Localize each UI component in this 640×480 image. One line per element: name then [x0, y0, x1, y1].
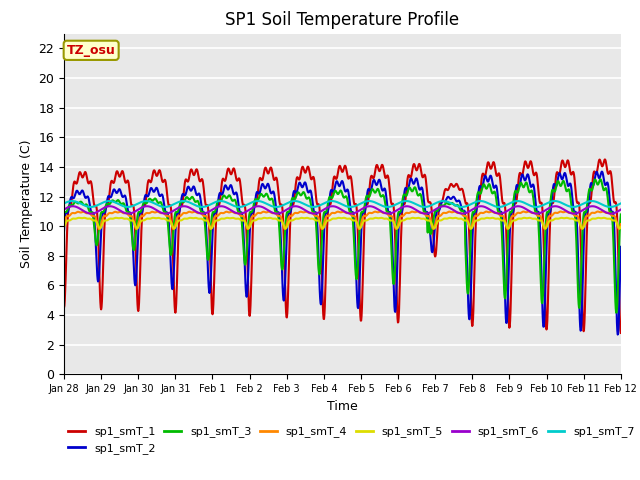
- sp1_smT_5: [502, 221, 509, 227]
- Line: sp1_smT_5: sp1_smT_5: [64, 218, 621, 228]
- sp1_smT_2: [598, 169, 605, 175]
- Line: sp1_smT_4: sp1_smT_4: [64, 212, 621, 229]
- sp1_smT_5: [551, 216, 559, 222]
- sp1_smT_1: [60, 305, 68, 311]
- sp1_smT_6: [60, 207, 68, 213]
- sp1_smT_5: [184, 216, 192, 221]
- sp1_smT_5: [429, 225, 437, 230]
- sp1_smT_2: [60, 228, 68, 234]
- sp1_smT_2: [614, 332, 621, 337]
- sp1_smT_4: [171, 224, 179, 230]
- sp1_smT_7: [570, 204, 577, 210]
- sp1_smT_5: [171, 226, 179, 231]
- Line: sp1_smT_7: sp1_smT_7: [64, 201, 621, 207]
- sp1_smT_4: [246, 217, 254, 223]
- Title: SP1 Soil Temperature Profile: SP1 Soil Temperature Profile: [225, 11, 460, 29]
- sp1_smT_6: [246, 206, 254, 212]
- sp1_smT_2: [429, 248, 436, 254]
- sp1_smT_4: [617, 221, 625, 227]
- sp1_smT_5: [133, 226, 141, 231]
- sp1_smT_6: [617, 207, 625, 213]
- sp1_smT_1: [502, 210, 509, 216]
- sp1_smT_1: [184, 179, 191, 184]
- sp1_smT_2: [170, 258, 178, 264]
- sp1_smT_1: [170, 295, 178, 300]
- sp1_smT_3: [612, 310, 620, 315]
- sp1_smT_1: [617, 330, 625, 336]
- sp1_smT_6: [502, 209, 510, 215]
- sp1_smT_2: [617, 244, 625, 250]
- sp1_smT_7: [617, 201, 625, 206]
- sp1_smT_1: [246, 310, 254, 315]
- sp1_smT_3: [184, 195, 191, 201]
- sp1_smT_4: [60, 222, 68, 228]
- sp1_smT_3: [617, 212, 625, 217]
- sp1_smT_3: [170, 217, 178, 223]
- sp1_smT_4: [95, 226, 103, 232]
- Y-axis label: Soil Temperature (C): Soil Temperature (C): [20, 140, 33, 268]
- sp1_smT_6: [184, 204, 191, 210]
- sp1_smT_7: [246, 200, 254, 206]
- sp1_smT_6: [329, 204, 337, 209]
- sp1_smT_5: [246, 222, 254, 228]
- X-axis label: Time: Time: [327, 400, 358, 413]
- Text: TZ_osu: TZ_osu: [67, 44, 116, 57]
- Legend: sp1_smT_1, sp1_smT_2, sp1_smT_3, sp1_smT_4, sp1_smT_5, sp1_smT_6, sp1_smT_7: sp1_smT_1, sp1_smT_2, sp1_smT_3, sp1_smT…: [64, 422, 639, 458]
- sp1_smT_1: [429, 223, 436, 229]
- sp1_smT_4: [502, 222, 509, 228]
- sp1_smT_1: [551, 189, 559, 194]
- sp1_smT_6: [429, 208, 437, 214]
- sp1_smT_4: [551, 210, 559, 216]
- sp1_smT_7: [502, 203, 509, 208]
- Line: sp1_smT_2: sp1_smT_2: [64, 172, 621, 335]
- sp1_smT_5: [600, 215, 607, 221]
- sp1_smT_4: [599, 209, 607, 215]
- sp1_smT_6: [310, 211, 318, 216]
- Line: sp1_smT_6: sp1_smT_6: [64, 206, 621, 214]
- sp1_smT_7: [551, 198, 559, 204]
- sp1_smT_2: [551, 181, 559, 187]
- sp1_smT_3: [502, 293, 509, 299]
- Line: sp1_smT_1: sp1_smT_1: [64, 159, 621, 333]
- sp1_smT_3: [246, 209, 254, 215]
- sp1_smT_7: [60, 201, 68, 206]
- sp1_smT_3: [429, 222, 436, 228]
- sp1_smT_6: [552, 204, 559, 209]
- sp1_smT_7: [184, 199, 191, 204]
- sp1_smT_3: [596, 177, 604, 182]
- sp1_smT_7: [429, 202, 436, 207]
- sp1_smT_4: [184, 209, 192, 215]
- sp1_smT_2: [246, 223, 254, 228]
- sp1_smT_6: [170, 207, 178, 213]
- sp1_smT_7: [170, 201, 178, 207]
- sp1_smT_5: [60, 225, 68, 230]
- sp1_smT_7: [588, 198, 596, 204]
- sp1_smT_3: [551, 189, 559, 194]
- sp1_smT_1: [601, 156, 609, 162]
- sp1_smT_3: [60, 210, 68, 216]
- sp1_smT_2: [184, 184, 191, 190]
- sp1_smT_4: [429, 226, 437, 232]
- sp1_smT_5: [617, 225, 625, 230]
- sp1_smT_2: [502, 308, 509, 313]
- Line: sp1_smT_3: sp1_smT_3: [64, 180, 621, 312]
